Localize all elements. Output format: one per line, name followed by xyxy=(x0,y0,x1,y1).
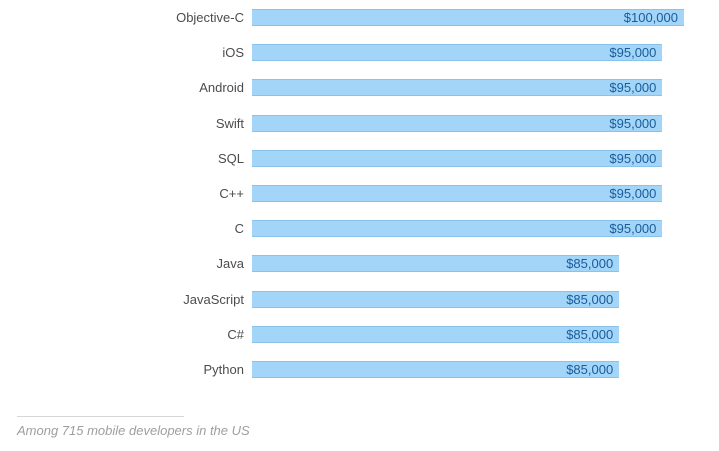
value-label: $85,000 xyxy=(566,326,614,342)
bar-track: $100,000 xyxy=(252,9,684,27)
category-label: Swift xyxy=(215,115,244,131)
bar: $100,000 xyxy=(252,9,684,27)
value-label: $85,000 xyxy=(566,361,614,377)
bar-track: $95,000 xyxy=(252,185,684,203)
bar: $85,000 xyxy=(252,360,620,378)
bar-track: $95,000 xyxy=(252,220,684,238)
bar-track: $85,000 xyxy=(252,360,684,378)
bar: $95,000 xyxy=(252,114,663,132)
category-label: Android xyxy=(199,80,244,96)
bar-track: $95,000 xyxy=(252,149,684,167)
chart-row: Android $95,000 xyxy=(0,70,719,105)
chart-row: JavaScript $85,000 xyxy=(0,282,719,317)
chart-footer: Among 715 mobile developers in the US xyxy=(17,416,707,439)
bar: $85,000 xyxy=(252,255,620,273)
category-label: C++ xyxy=(219,186,244,202)
bar: $85,000 xyxy=(252,325,620,343)
chart-row: Python $85,000 xyxy=(0,352,719,387)
bar: $95,000 xyxy=(252,149,663,167)
value-label: $95,000 xyxy=(609,150,657,166)
chart-row: Java $85,000 xyxy=(0,246,719,281)
category-label: JavaScript xyxy=(183,291,244,307)
value-label: $95,000 xyxy=(609,45,657,61)
bar-track: $85,000 xyxy=(252,290,684,308)
bar-track: $95,000 xyxy=(252,79,684,97)
value-label: $95,000 xyxy=(609,186,657,202)
chart-row: C $95,000 xyxy=(0,211,719,246)
category-label: SQL xyxy=(217,150,244,166)
chart-plot-area: Objective-C $100,000 iOS $95,000 Android… xyxy=(0,0,719,387)
bar: $95,000 xyxy=(252,44,663,62)
chart-row: C# $85,000 xyxy=(0,317,719,352)
category-label: C# xyxy=(227,326,244,342)
bar-track: $95,000 xyxy=(252,114,684,132)
footer-note: Among 715 mobile developers in the US xyxy=(17,423,250,438)
category-label: Python xyxy=(203,361,244,377)
chart-row: iOS $95,000 xyxy=(0,35,719,70)
value-label: $100,000 xyxy=(623,10,678,26)
bar-track: $95,000 xyxy=(252,44,684,62)
value-label: $95,000 xyxy=(609,115,657,131)
value-label: $95,000 xyxy=(609,80,657,96)
chart-rows: Objective-C $100,000 iOS $95,000 Android… xyxy=(0,0,719,387)
bar: $95,000 xyxy=(252,79,663,97)
chart-row: C++ $95,000 xyxy=(0,176,719,211)
value-label: $95,000 xyxy=(609,221,657,237)
category-label: Java xyxy=(216,256,244,272)
bar-track: $85,000 xyxy=(252,325,684,343)
chart-row: SQL $95,000 xyxy=(0,141,719,176)
bar: $95,000 xyxy=(252,185,663,203)
value-label: $85,000 xyxy=(566,256,614,272)
footer-divider xyxy=(17,416,184,417)
category-label: Objective-C xyxy=(176,10,244,26)
category-label: iOS xyxy=(222,45,244,61)
bar: $95,000 xyxy=(252,220,663,238)
value-label: $85,000 xyxy=(566,291,614,307)
chart-row: Objective-C $100,000 xyxy=(0,0,719,35)
bar: $85,000 xyxy=(252,290,620,308)
category-label: C xyxy=(234,221,244,237)
chart-row: Swift $95,000 xyxy=(0,106,719,141)
bar-track: $85,000 xyxy=(252,255,684,273)
